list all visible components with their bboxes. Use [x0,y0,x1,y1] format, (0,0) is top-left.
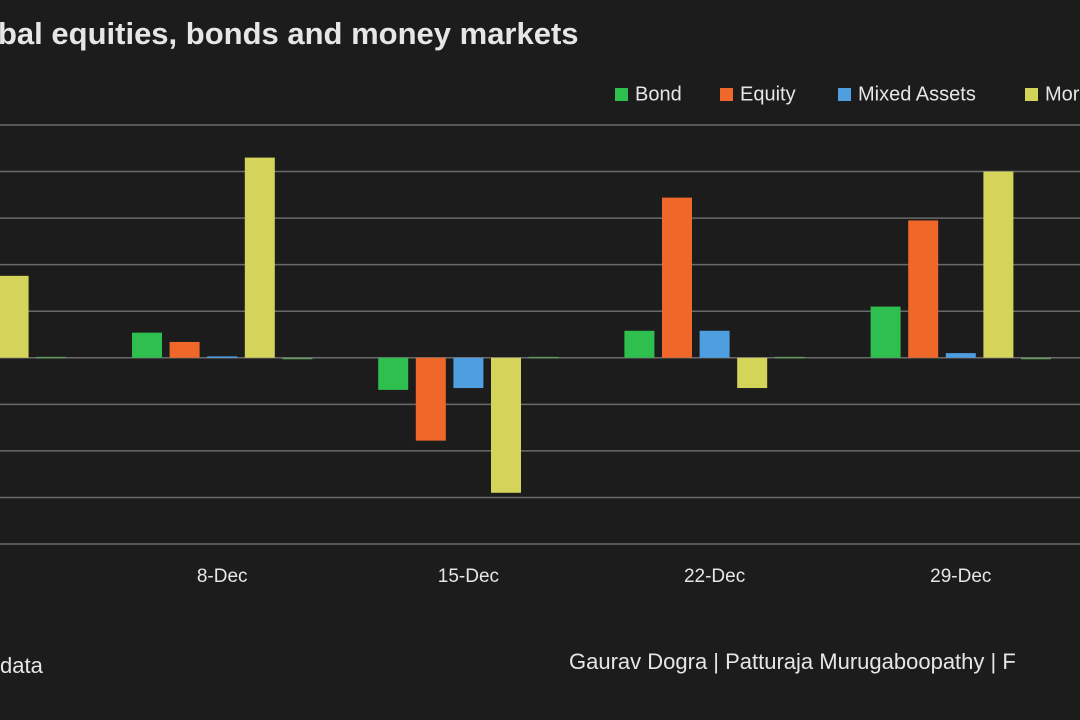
legend-label: Mixed Assets [858,83,976,105]
bar [737,357,768,389]
byline: Gaurav Dogra | Patturaja Murugaboopathy … [569,649,1016,674]
bar [415,357,446,441]
source-note: data [0,653,44,678]
legend-swatch [1025,88,1038,101]
legend-label: Equity [740,83,796,105]
bar [132,332,162,358]
bar [169,341,200,358]
legend-label: Bond [635,83,682,105]
bar [453,357,484,389]
bar [207,356,238,358]
legend-swatch [838,88,851,101]
bar [699,330,730,358]
bar [378,357,409,390]
legend-swatch [615,88,628,101]
bar [0,275,29,358]
bar [774,356,805,359]
bar [624,330,655,358]
bar [870,306,901,358]
bar [908,220,939,358]
legend-swatch [720,88,733,101]
bar [1021,357,1051,360]
bar [662,197,692,358]
x-tick-label: 8-Dec [197,566,248,587]
bar [244,157,275,358]
chart-title: bal equities, bonds and money markets [0,16,579,51]
legend-label: Mor [1045,83,1080,105]
bar [491,357,521,493]
x-tick-label: 29-Dec [930,566,991,587]
x-tick-label: 15-Dec [438,566,499,587]
bar [983,171,1014,358]
bar [36,356,67,359]
bar [945,353,976,358]
bar [282,357,313,360]
bar [528,356,559,359]
x-tick-label: 22-Dec [684,566,745,587]
